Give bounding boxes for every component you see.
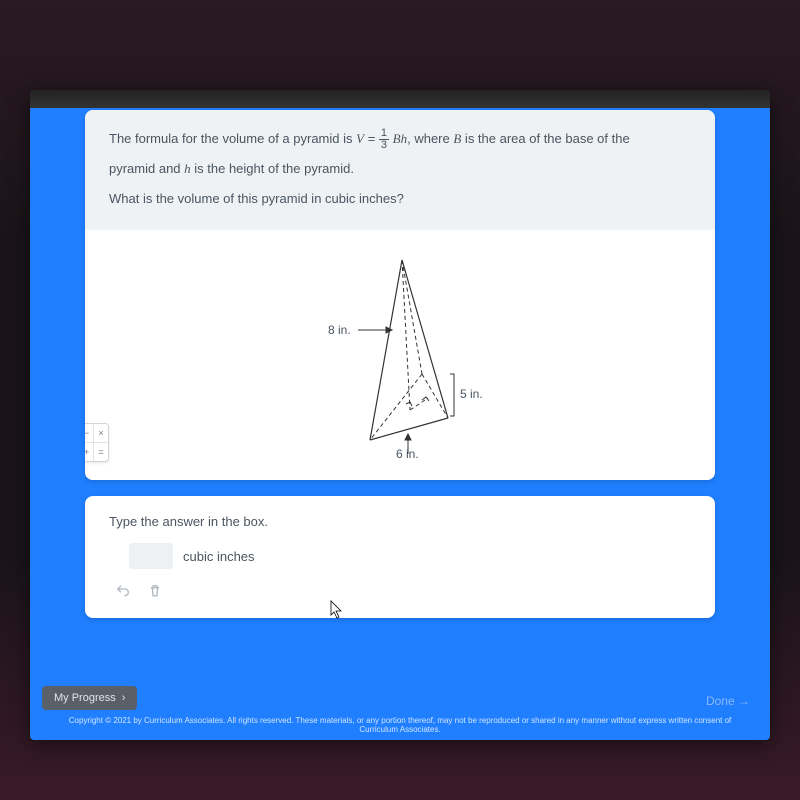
- key-plus[interactable]: +: [85, 443, 94, 461]
- figure-area: 8 in. 5 in. 6 in. − × + =: [85, 230, 715, 480]
- key-times[interactable]: ×: [94, 424, 108, 443]
- chevron-right-icon: ›: [122, 692, 126, 704]
- done-button[interactable]: Done →: [706, 694, 750, 708]
- copyright-footer: Copyright © 2021 by Curriculum Associate…: [30, 716, 770, 734]
- mouse-cursor-icon: [330, 600, 344, 620]
- label-8in: 8 in.: [328, 323, 351, 337]
- pyramid-diagram: 8 in. 5 in. 6 in.: [250, 250, 550, 460]
- prompt-line-1: The formula for the volume of a pyramid …: [109, 128, 691, 151]
- answer-toolbar: [115, 583, 691, 604]
- answer-input[interactable]: [129, 543, 173, 569]
- progress-label: My Progress: [54, 692, 116, 704]
- answer-instruction: Type the answer in the box.: [109, 514, 691, 529]
- question-prompt: The formula for the volume of a pyramid …: [85, 110, 715, 230]
- answer-card: Type the answer in the box. cubic inches: [85, 496, 715, 618]
- prompt-question: What is the volume of this pyramid in cu…: [109, 189, 691, 209]
- key-equals[interactable]: =: [94, 443, 108, 461]
- trash-icon[interactable]: [147, 583, 163, 604]
- key-minus[interactable]: −: [85, 424, 94, 443]
- denominator: 3: [379, 140, 389, 151]
- content-area: The formula for the volume of a pyramid …: [85, 110, 715, 634]
- question-card: The formula for the volume of a pyramid …: [85, 110, 715, 480]
- undo-icon[interactable]: [115, 583, 131, 604]
- label-5in: 5 in.: [460, 387, 483, 401]
- var-Bh: Bh: [393, 131, 407, 146]
- answer-unit: cubic inches: [183, 549, 255, 564]
- text: The formula for the volume of a pyramid …: [109, 131, 356, 146]
- text: is the area of the base of the: [461, 131, 629, 146]
- label-6in: 6 in.: [396, 447, 419, 460]
- text: pyramid and: [109, 161, 184, 176]
- app-screen: The formula for the volume of a pyramid …: [30, 90, 770, 740]
- text: , where: [407, 131, 453, 146]
- text: is the height of the pyramid.: [191, 161, 354, 176]
- var-V: V: [356, 131, 364, 146]
- math-keypad[interactable]: − × + =: [85, 423, 109, 462]
- text: =: [368, 131, 379, 146]
- photo-background: The formula for the volume of a pyramid …: [0, 0, 800, 800]
- prompt-line-2: pyramid and h is the height of the pyram…: [109, 159, 691, 179]
- my-progress-button[interactable]: My Progress ›: [42, 686, 137, 710]
- answer-row: cubic inches: [129, 543, 691, 569]
- screen-bezel-top: [30, 90, 770, 108]
- fraction: 1 3: [379, 128, 389, 151]
